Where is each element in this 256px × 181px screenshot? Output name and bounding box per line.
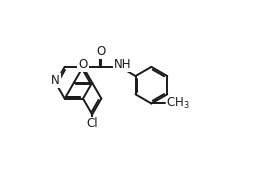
Text: NH: NH xyxy=(114,58,131,71)
Text: O: O xyxy=(78,58,88,71)
Text: N: N xyxy=(51,74,60,87)
Text: CH$_3$: CH$_3$ xyxy=(166,96,190,111)
Text: Cl: Cl xyxy=(86,117,98,131)
Text: O: O xyxy=(97,45,106,58)
